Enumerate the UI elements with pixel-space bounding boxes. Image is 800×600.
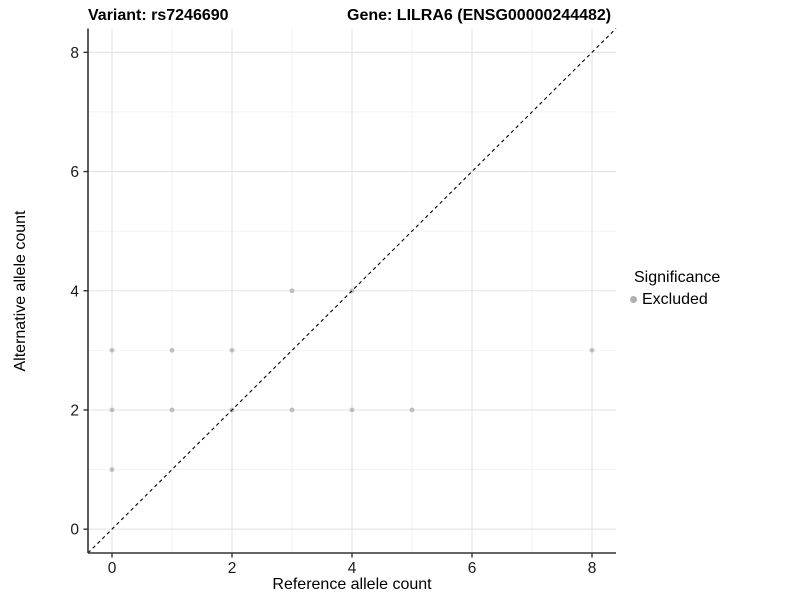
- legend-key-dot-icon: [630, 296, 637, 304]
- data-point: [349, 407, 355, 413]
- data-point: [109, 347, 115, 353]
- data-point: [589, 347, 595, 353]
- tick-marks: [83, 51, 593, 558]
- data-point: [169, 347, 175, 353]
- x-axis-title: Reference allele count: [272, 576, 432, 593]
- data-point: [109, 407, 115, 413]
- y-tick-label: 0: [70, 522, 79, 539]
- identity-line: [87, 28, 617, 554]
- legend: Significance Excluded: [628, 268, 720, 309]
- data-point: [289, 288, 295, 294]
- y-tick-label: 8: [70, 45, 79, 62]
- x-tick-label: 2: [228, 560, 237, 577]
- data-point: [409, 407, 415, 413]
- data-point: [109, 467, 115, 472]
- y-tick-label: 2: [70, 402, 79, 419]
- x-tick-label: 8: [588, 560, 597, 577]
- x-tick-label: 4: [348, 560, 357, 577]
- y-tick-label: 6: [70, 164, 79, 181]
- data-point: [169, 407, 175, 413]
- data-point: [229, 347, 235, 353]
- plot-title-gene: Gene: LILRA6 (ENSG00000244482): [347, 7, 612, 24]
- plot-title-variant: Variant: rs7246690: [88, 7, 229, 24]
- tick-labels: 0 2 4 6 8 0 2 4 6 8: [70, 45, 596, 577]
- legend-item-excluded: Excluded: [630, 290, 720, 309]
- data-point: [289, 407, 295, 413]
- y-tick-label: 4: [70, 283, 79, 300]
- legend-item-label: Excluded: [642, 291, 708, 309]
- y-axis-title: Alternative allele count: [12, 210, 29, 372]
- x-tick-label: 6: [468, 560, 477, 577]
- legend-title: Significance: [634, 269, 721, 286]
- x-tick-label: 0: [108, 560, 117, 577]
- data-points: [109, 288, 595, 472]
